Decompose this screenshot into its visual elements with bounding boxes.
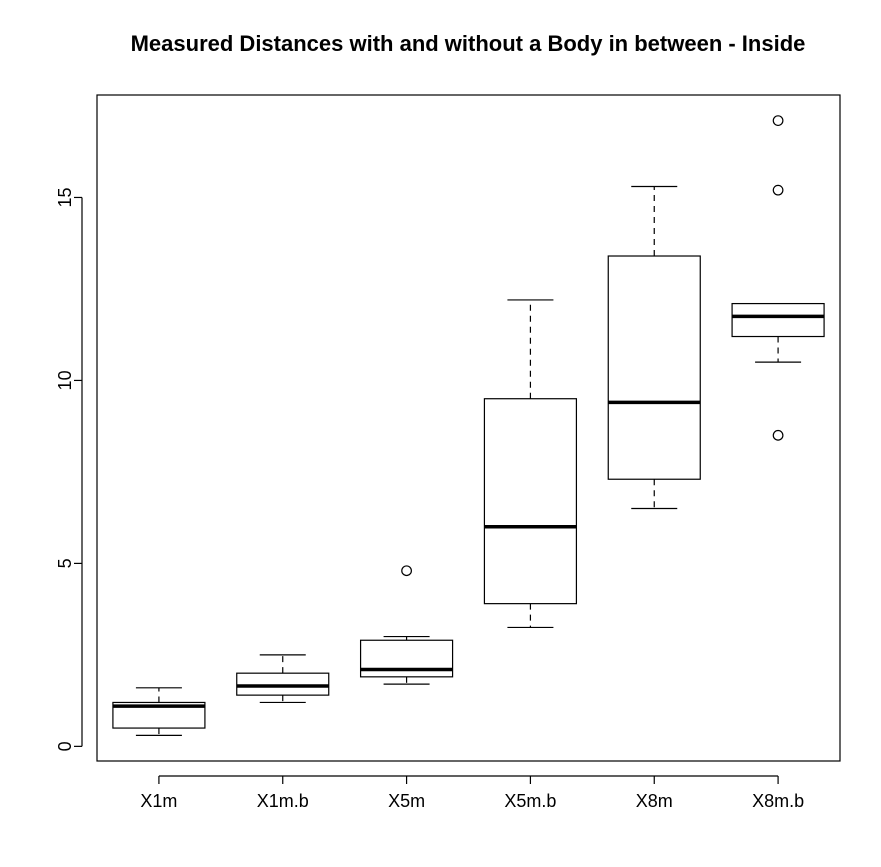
box-X5m xyxy=(359,565,454,685)
outlier-point xyxy=(772,184,784,196)
iqr-box xyxy=(359,639,454,678)
iqr-box xyxy=(607,255,701,480)
box-X8m xyxy=(607,185,701,510)
iqr-box xyxy=(236,672,330,696)
outlier-point xyxy=(401,565,412,577)
y-tick-label-10: 10 xyxy=(55,370,75,390)
plot-frame xyxy=(96,94,841,762)
x-tick-label-X1m.b: X1m.b xyxy=(257,791,309,811)
x-axis: X1m X1m.b X5m X5m.b X8m X8m.b xyxy=(140,775,804,811)
x-tick-label-X8m: X8m xyxy=(636,791,673,811)
x-tick-label-X5m.b: X5m.b xyxy=(504,791,556,811)
y-tick-label-15: 15 xyxy=(55,187,75,207)
x-tick-label-X8m.b: X8m.b xyxy=(752,791,804,811)
box-X1m xyxy=(112,687,206,736)
y-axis: 0 5 10 15 xyxy=(55,187,83,751)
outlier-point xyxy=(772,115,784,127)
y-tick-label-0: 0 xyxy=(55,741,75,751)
outlier-point xyxy=(772,429,784,441)
box-X8m.b xyxy=(731,115,825,441)
y-tick-label-5: 5 xyxy=(55,558,75,568)
x-tick-label-X5m: X5m xyxy=(388,791,425,811)
x-tick-label-X1m: X1m xyxy=(140,791,177,811)
box-X1m.b xyxy=(236,654,330,704)
iqr-box xyxy=(731,302,825,338)
chart-title: Measured Distances with and without a Bo… xyxy=(131,31,806,56)
iqr-box xyxy=(483,398,578,605)
boxes-group xyxy=(112,115,825,736)
box-X5m.b xyxy=(483,299,578,629)
